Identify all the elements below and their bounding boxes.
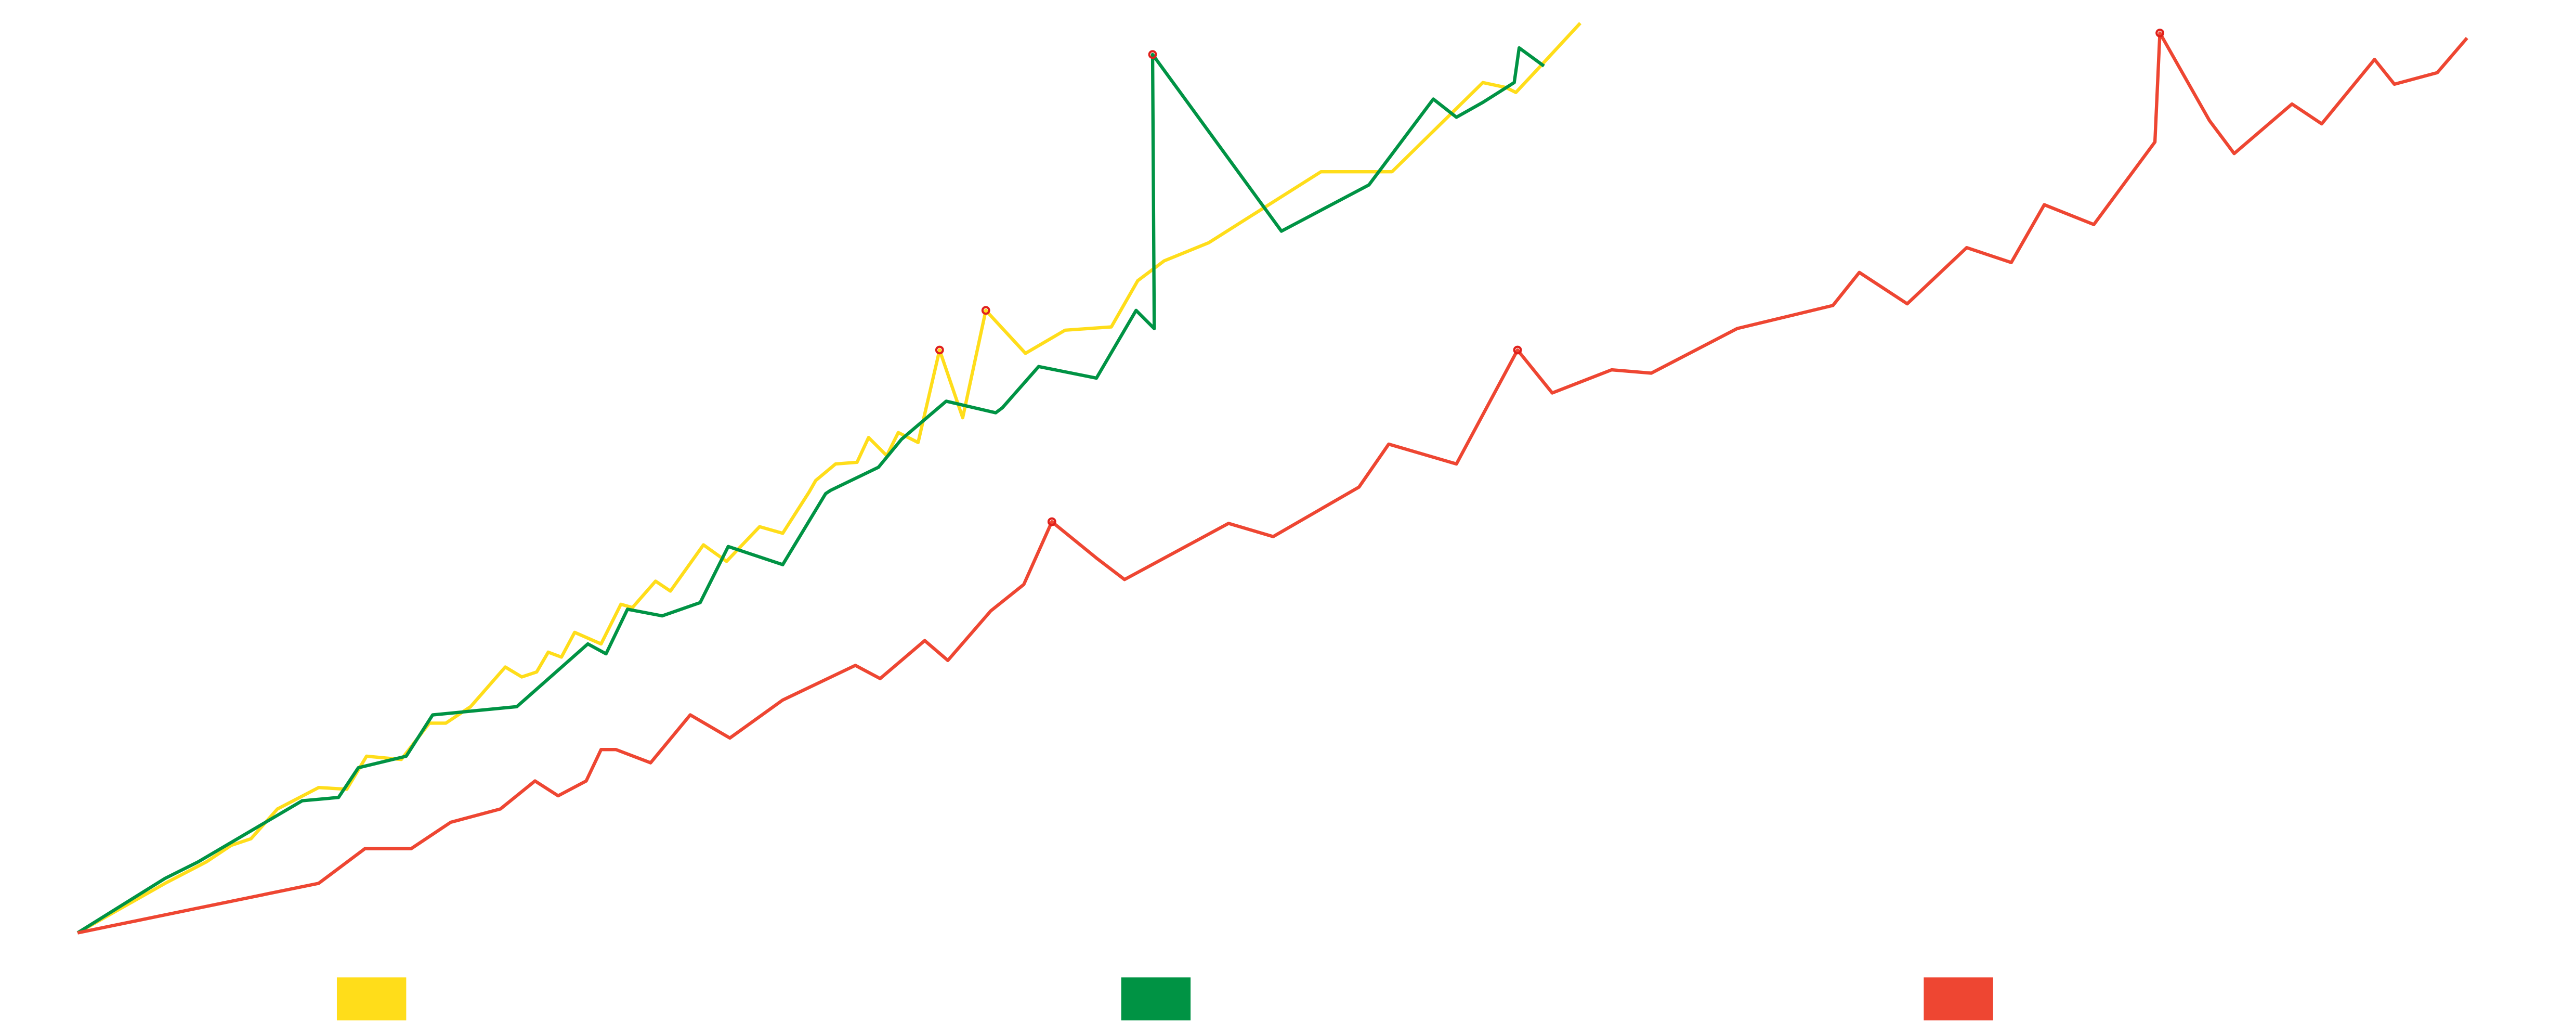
legend-swatch — [1121, 977, 1191, 1020]
legend-swatch — [336, 977, 407, 1020]
highlight-marker — [2155, 29, 2164, 37]
highlight-marker — [935, 345, 944, 355]
highlight-marker — [1513, 345, 1522, 355]
highlight-marker — [1148, 50, 1157, 59]
legend-swatch — [1924, 977, 1993, 1020]
series-line — [77, 31, 2468, 935]
series-line — [76, 46, 1545, 935]
highlight-marker — [1047, 517, 1056, 526]
highlight-marker — [981, 306, 990, 315]
series-line — [76, 22, 1582, 935]
